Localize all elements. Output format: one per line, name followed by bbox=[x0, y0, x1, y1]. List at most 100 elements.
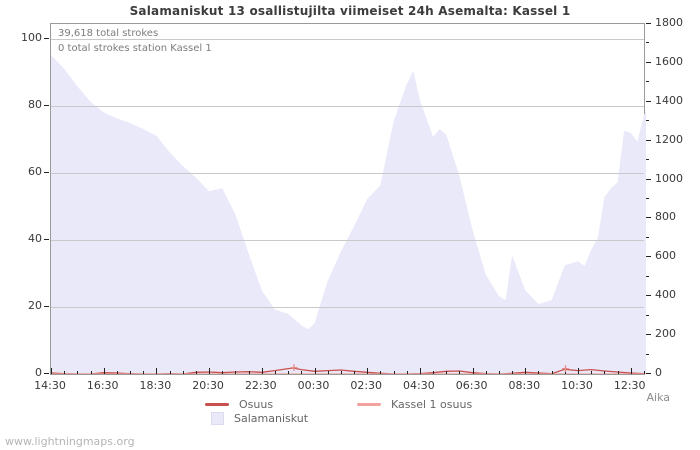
right-tick-label-1800: 1800 bbox=[655, 16, 683, 29]
salamaniskut-area-swatch bbox=[211, 412, 224, 425]
left-tick-mark-40 bbox=[44, 239, 49, 240]
right-tick-label-1200: 1200 bbox=[655, 132, 683, 146]
x-minor-tick bbox=[235, 371, 237, 374]
x-minor-tick bbox=[393, 371, 395, 374]
left-tick-mark-80 bbox=[44, 105, 49, 106]
legend-item-osuus: Osuus bbox=[205, 398, 273, 411]
x-minor-tick bbox=[116, 371, 118, 374]
x-minor-tick bbox=[485, 371, 487, 374]
left-tick-mark-0 bbox=[44, 373, 49, 374]
x-minor-tick bbox=[64, 371, 66, 374]
right-tick-mark-800 bbox=[646, 217, 651, 219]
left-tick-mark-100 bbox=[44, 38, 49, 39]
gridline-60pct bbox=[51, 172, 644, 174]
x-major-tick-22:30 bbox=[261, 368, 263, 374]
x-tick-label-00:30: 00:30 bbox=[297, 379, 330, 392]
x-major-tick-14:30 bbox=[51, 368, 52, 374]
right-tick-mark-1000 bbox=[646, 178, 651, 180]
x-minor-tick bbox=[380, 371, 382, 374]
watermark: www.lightningmaps.org bbox=[5, 435, 135, 448]
x-minor-tick bbox=[433, 371, 435, 374]
x-tick-label-16:30: 16:30 bbox=[86, 379, 119, 392]
right-tick-mark-400 bbox=[646, 295, 651, 297]
plot-area: 39,618 total strokes 0 total strokes sta… bbox=[50, 23, 646, 376]
x-minor-tick bbox=[301, 371, 303, 374]
right-minor-tick-1300 bbox=[646, 120, 649, 122]
right-tick-label-1000: 1000 bbox=[655, 171, 683, 185]
left-tick-label-100: 100 bbox=[21, 31, 42, 44]
right-minor-tick-500 bbox=[646, 275, 649, 277]
gridline-100pct bbox=[51, 38, 644, 40]
x-tick-label-08:30: 08:30 bbox=[508, 379, 541, 392]
legend-item-kassel-osuus: Kassel 1 osuus bbox=[357, 398, 472, 411]
right-tick-label-800: 800 bbox=[655, 210, 676, 224]
x-minor-tick bbox=[354, 371, 356, 374]
x-major-tick-16:30 bbox=[103, 368, 105, 374]
x-minor-tick bbox=[274, 371, 276, 374]
x-minor-tick bbox=[604, 371, 606, 374]
right-tick-label-400: 400 bbox=[655, 288, 676, 302]
chart-title: Salamaniskut 13 osallistujilta viimeiset… bbox=[129, 4, 571, 18]
left-tick-mark-60 bbox=[44, 172, 49, 173]
x-tick-label-14:30: 14:30 bbox=[34, 379, 66, 392]
chart-canvas bbox=[51, 55, 646, 374]
x-minor-tick bbox=[643, 371, 645, 374]
x-major-tick-06:30 bbox=[472, 368, 474, 374]
x-minor-tick bbox=[222, 371, 224, 374]
left-tick-label-60: 60 bbox=[28, 165, 42, 178]
left-tick-label-0: 0 bbox=[35, 366, 42, 379]
x-tick-label-12:30: 12:30 bbox=[613, 379, 646, 392]
x-axis-title: Aika bbox=[646, 391, 671, 404]
right-minor-tick-100 bbox=[646, 353, 649, 355]
left-tick-label-80: 80 bbox=[28, 98, 42, 111]
x-minor-tick bbox=[195, 371, 197, 374]
x-minor-tick bbox=[340, 371, 342, 374]
x-tick-label-04:30: 04:30 bbox=[403, 379, 435, 392]
x-minor-tick bbox=[512, 371, 514, 374]
right-tick-mark-600 bbox=[646, 256, 651, 258]
osuus-plus-marker-10:00: + bbox=[560, 362, 571, 376]
right-minor-tick-300 bbox=[646, 314, 649, 316]
osuus-line-swatch bbox=[205, 403, 229, 406]
x-major-tick-04:30 bbox=[419, 368, 421, 374]
right-tick-mark-200 bbox=[646, 334, 651, 336]
x-major-tick-00:30 bbox=[314, 368, 316, 374]
right-tick-label-1400: 1400 bbox=[655, 93, 683, 107]
legend-label-salamaniskut: Salamaniskut bbox=[234, 412, 309, 425]
right-minor-tick-1700 bbox=[646, 42, 649, 44]
x-minor-tick bbox=[327, 371, 329, 374]
right-minor-tick-1500 bbox=[646, 81, 649, 83]
legend-label-osuus: Osuus bbox=[239, 398, 274, 411]
x-tick-label-02:30: 02:30 bbox=[350, 379, 383, 392]
legend-label-kassel-osuus: Kassel 1 osuus bbox=[391, 398, 473, 411]
right-tick-label-600: 600 bbox=[655, 249, 676, 263]
annotation-total-strokes: 39,618 total strokes bbox=[58, 28, 159, 39]
area-series-salamaniskut bbox=[51, 55, 646, 374]
annotation-station-strokes: 0 total strokes station Kassel 1 bbox=[58, 43, 212, 54]
x-minor-tick bbox=[248, 371, 250, 374]
x-minor-tick bbox=[617, 371, 619, 374]
x-tick-label-20:30: 20:30 bbox=[192, 379, 224, 392]
right-minor-tick-900 bbox=[646, 198, 649, 199]
x-tick-label-18:30: 18:30 bbox=[139, 379, 172, 392]
gridline-80pct bbox=[51, 105, 644, 107]
x-minor-tick bbox=[90, 371, 92, 374]
gridline-20pct bbox=[51, 306, 644, 308]
x-minor-tick bbox=[591, 371, 593, 374]
legend-item-salamaniskut: Salamaniskut bbox=[211, 412, 308, 425]
right-tick-mark-0 bbox=[646, 373, 651, 374]
left-tick-label-20: 20 bbox=[28, 299, 42, 312]
x-major-tick-02:30 bbox=[367, 368, 369, 374]
right-tick-label-200: 200 bbox=[655, 327, 676, 341]
right-tick-mark-1400 bbox=[646, 100, 651, 102]
x-minor-tick bbox=[459, 371, 461, 374]
gridline-40pct bbox=[51, 239, 644, 241]
osuus-plus-marker-23:40: + bbox=[289, 360, 299, 374]
right-tick-mark-1600 bbox=[646, 61, 651, 63]
x-minor-tick bbox=[143, 371, 145, 374]
x-minor-tick bbox=[169, 371, 171, 374]
x-minor-tick bbox=[538, 371, 540, 374]
x-major-tick-08:30 bbox=[525, 368, 527, 374]
x-major-tick-12:30 bbox=[630, 368, 632, 374]
